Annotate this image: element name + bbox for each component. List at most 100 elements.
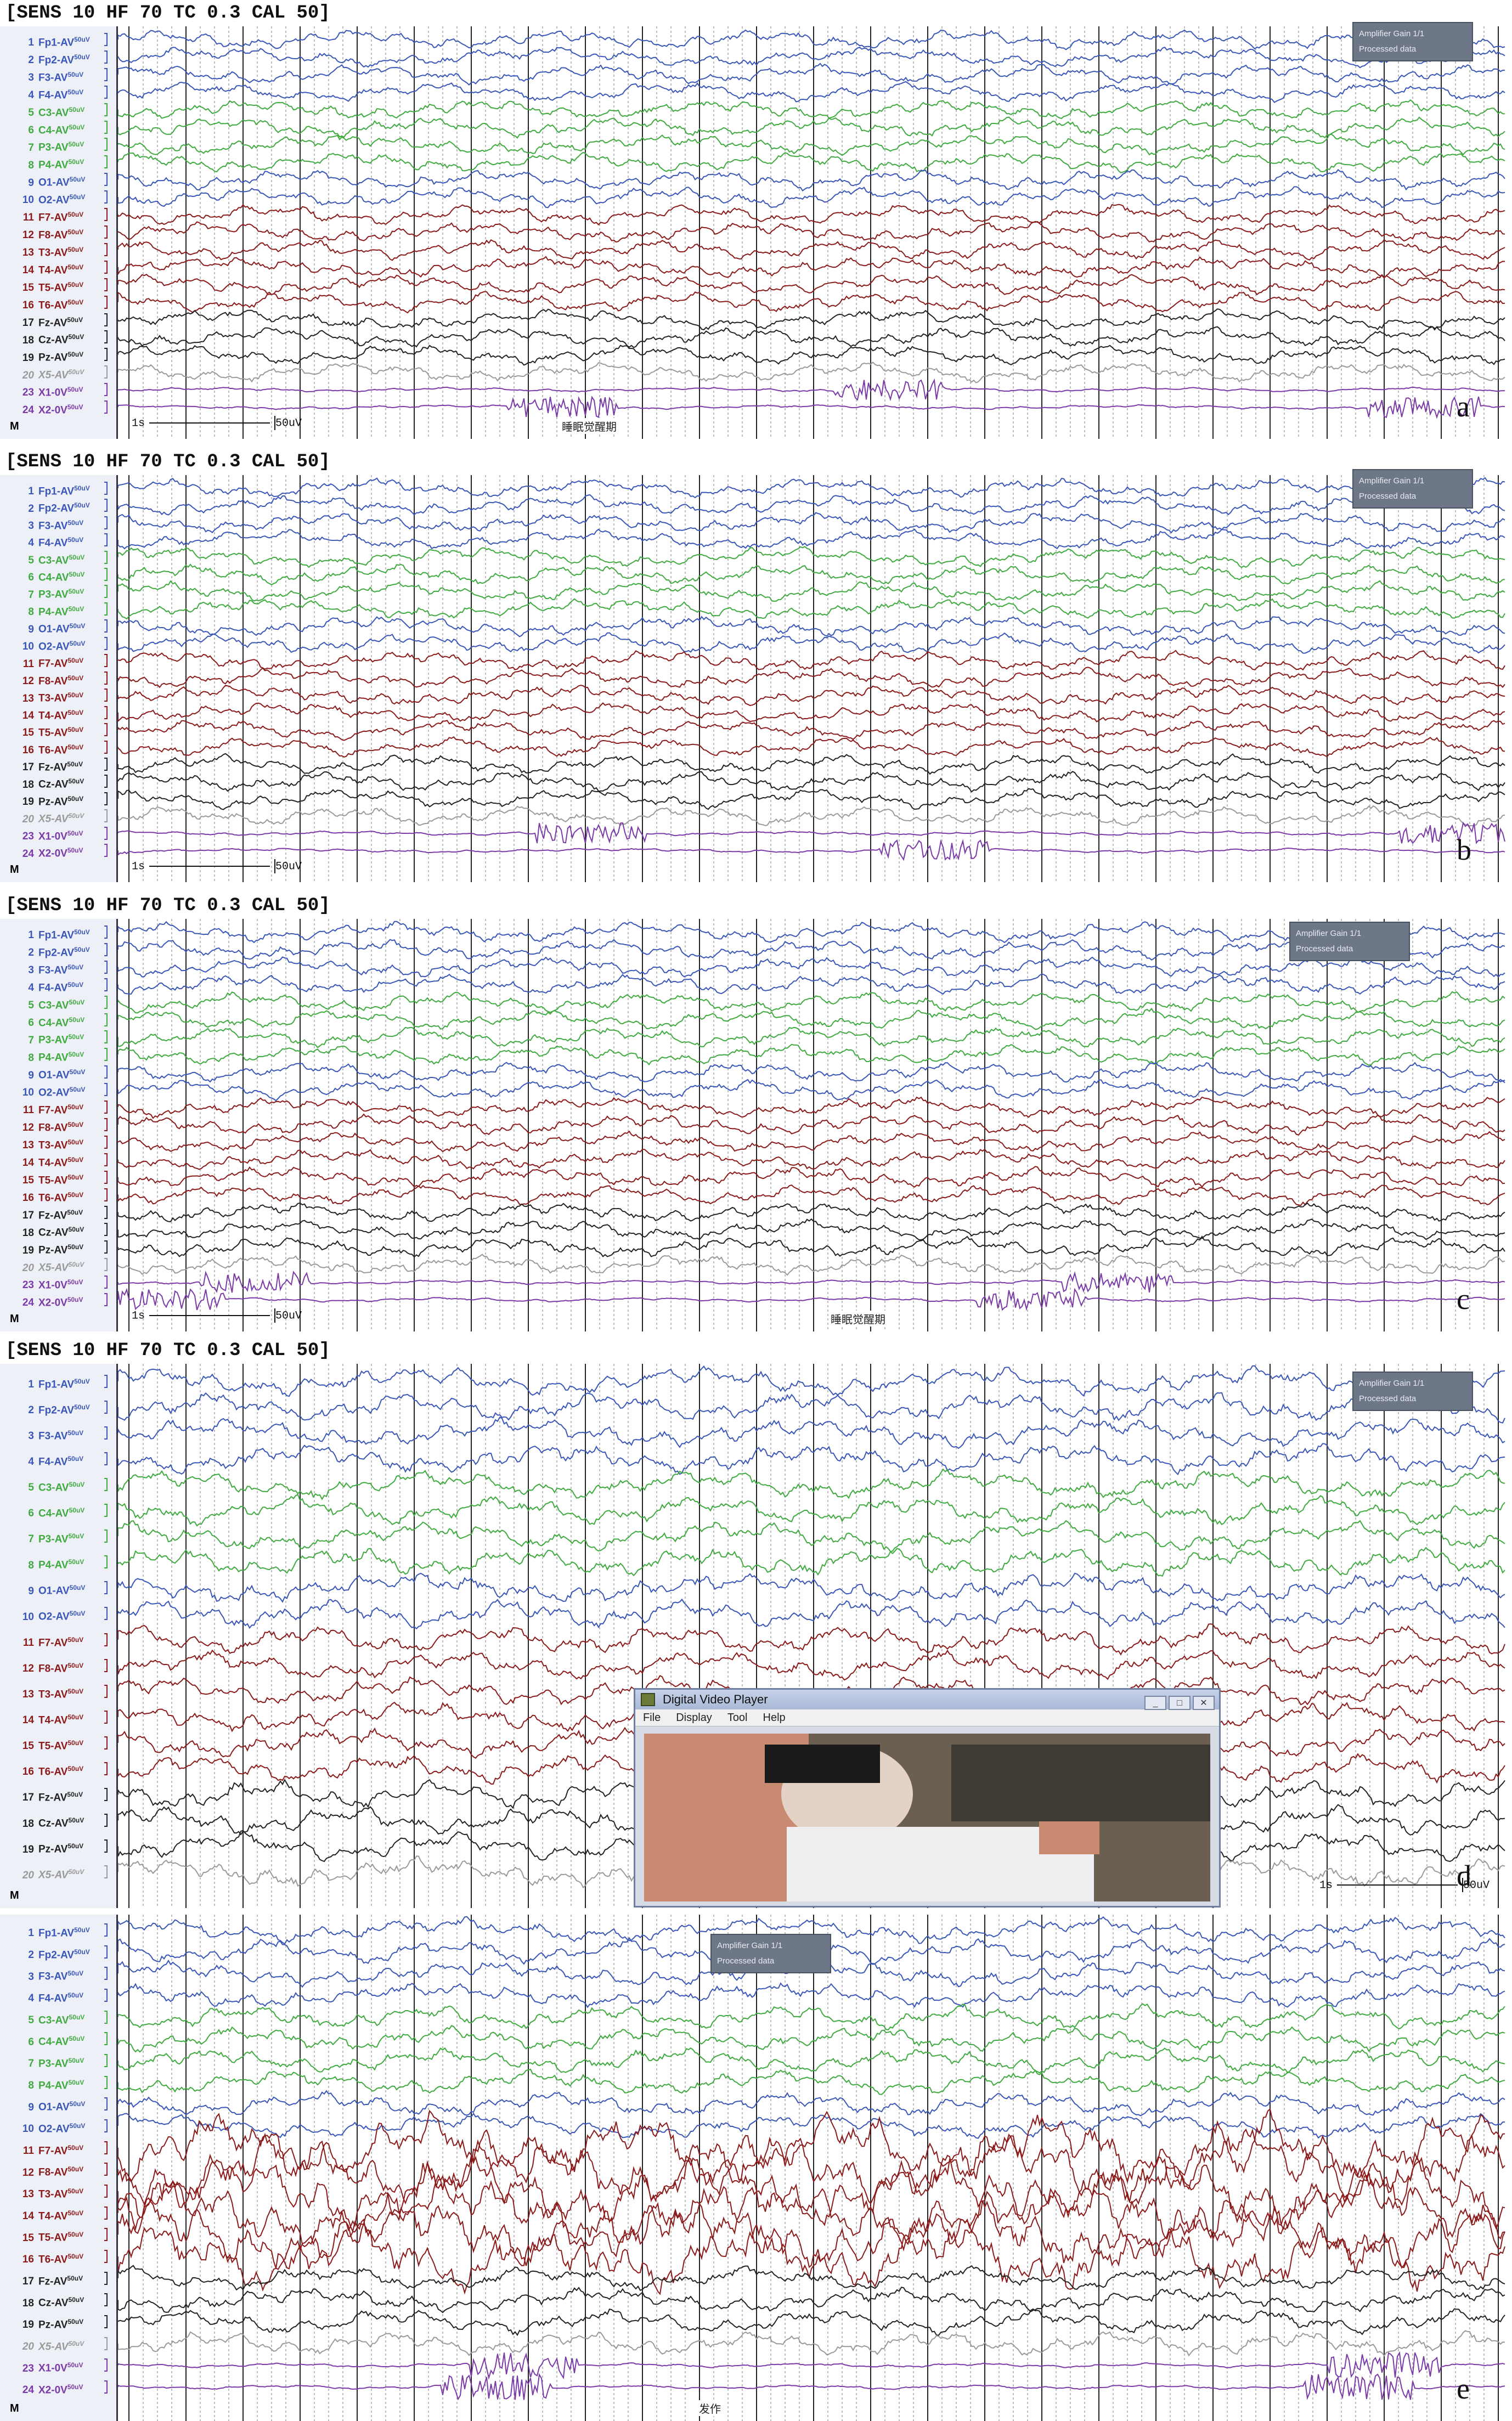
channel-label[interactable]: 20 X5-AV50uV	[0, 2335, 110, 2352]
channel-label[interactable]: 17 Fz-AV50uV	[0, 2270, 110, 2287]
channel-label[interactable]: 11 F7-AV50uV	[0, 206, 110, 223]
channel-label[interactable]: 9 O1-AV50uV	[0, 1579, 110, 1597]
channel-label[interactable]: 13 T3-AV50uV	[0, 1683, 110, 1700]
channel-label[interactable]: 10 O2-AV50uV	[0, 2118, 110, 2135]
channel-label[interactable]: 18 Cz-AV50uV	[0, 773, 110, 791]
channel-label[interactable]: 1 Fp1-AV50uV	[0, 1922, 110, 1939]
channel-label[interactable]: 2 Fp2-AV50uV	[0, 49, 110, 66]
channel-label[interactable]: 6 C4-AV50uV	[0, 1502, 110, 1519]
channel-label[interactable]: 6 C4-AV50uV	[0, 2030, 110, 2048]
channel-label[interactable]: 14 T4-AV50uV	[0, 704, 110, 721]
channel-label[interactable]: 8 P4-AV50uV	[0, 1554, 110, 1571]
channel-label[interactable]: 10 O2-AV50uV	[0, 1081, 110, 1098]
channel-label[interactable]: 9 O1-AV50uV	[0, 171, 110, 189]
channel-label[interactable]: 1 Fp1-AV50uV	[0, 480, 110, 497]
channel-label[interactable]: 16 T6-AV50uV	[0, 1187, 110, 1204]
channel-label[interactable]: 20 X5-AV50uV	[0, 808, 110, 825]
channel-label[interactable]: 3 F3-AV50uV	[0, 959, 110, 976]
channel-label[interactable]: 9 O1-AV50uV	[0, 1064, 110, 1081]
menu-tool[interactable]: Tool	[727, 1712, 748, 1724]
channel-label[interactable]: 23 X1-0V50uV	[0, 381, 110, 398]
channel-label[interactable]: 19 Pz-AV50uV	[0, 346, 110, 364]
channel-label[interactable]: 4 F4-AV50uV	[0, 1451, 110, 1468]
channel-label[interactable]: 13 T3-AV50uV	[0, 687, 110, 704]
eeg-trace-area[interactable]	[118, 26, 1505, 439]
channel-label[interactable]: 2 Fp2-AV50uV	[0, 1399, 110, 1416]
channel-label[interactable]: 14 T4-AV50uV	[0, 1709, 110, 1726]
channel-label[interactable]: 20 X5-AV50uV	[0, 364, 110, 381]
channel-label[interactable]: 18 Cz-AV50uV	[0, 1812, 110, 1830]
channel-label[interactable]: 14 T4-AV50uV	[0, 259, 110, 276]
channel-label[interactable]: 6 C4-AV50uV	[0, 1012, 110, 1029]
channel-label[interactable]: 19 Pz-AV50uV	[0, 1239, 110, 1256]
channel-label[interactable]: 18 Cz-AV50uV	[0, 2292, 110, 2309]
channel-label[interactable]: 5 C3-AV50uV	[0, 101, 110, 118]
channel-label[interactable]: 11 F7-AV50uV	[0, 1099, 110, 1116]
channel-label[interactable]: 8 P4-AV50uV	[0, 601, 110, 618]
channel-label[interactable]: 11 F7-AV50uV	[0, 652, 110, 670]
channel-label[interactable]: 8 P4-AV50uV	[0, 1046, 110, 1064]
channel-label[interactable]: 18 Cz-AV50uV	[0, 1221, 110, 1239]
channel-label[interactable]: 15 T5-AV50uV	[0, 276, 110, 294]
channel-label[interactable]: 23 X1-0V50uV	[0, 2357, 110, 2374]
channel-label[interactable]: 7 P3-AV50uV	[0, 1528, 110, 1545]
channel-label[interactable]: 1 Fp1-AV50uV	[0, 31, 110, 48]
menu-file[interactable]: File	[643, 1712, 661, 1724]
channel-label[interactable]: 24 X2-0V50uV	[0, 842, 110, 860]
eeg-trace-area[interactable]	[118, 919, 1505, 1331]
channel-label[interactable]: 9 O1-AV50uV	[0, 618, 110, 635]
channel-label[interactable]: 15 T5-AV50uV	[0, 721, 110, 738]
channel-label[interactable]: 2 Fp2-AV50uV	[0, 941, 110, 958]
maximize-button[interactable]: □	[1169, 1696, 1191, 1710]
channel-label[interactable]: 1 Fp1-AV50uV	[0, 1373, 110, 1390]
channel-label[interactable]: 12 F8-AV50uV	[0, 1116, 110, 1133]
channel-label[interactable]: 3 F3-AV50uV	[0, 1425, 110, 1442]
channel-label[interactable]: 5 C3-AV50uV	[0, 2009, 110, 2026]
channel-label[interactable]: 8 P4-AV50uV	[0, 154, 110, 171]
channel-label[interactable]: 3 F3-AV50uV	[0, 1965, 110, 1983]
channel-label[interactable]: 4 F4-AV50uV	[0, 532, 110, 549]
channel-label[interactable]: 17 Fz-AV50uV	[0, 1786, 110, 1803]
channel-label[interactable]: 4 F4-AV50uV	[0, 1987, 110, 2004]
channel-label[interactable]: 6 C4-AV50uV	[0, 119, 110, 136]
channel-label[interactable]: 12 F8-AV50uV	[0, 1657, 110, 1674]
channel-label[interactable]: 16 T6-AV50uV	[0, 1760, 110, 1777]
channel-label[interactable]: 17 Fz-AV50uV	[0, 1204, 110, 1221]
channel-label[interactable]: 8 P4-AV50uV	[0, 2074, 110, 2091]
channel-label[interactable]: 12 F8-AV50uV	[0, 224, 110, 241]
eeg-trace-area[interactable]	[118, 475, 1505, 882]
video-player-titlebar[interactable]: Digital Video Player _ □ ✕	[635, 1690, 1219, 1710]
channel-label[interactable]: 15 T5-AV50uV	[0, 2226, 110, 2244]
channel-label[interactable]: 3 F3-AV50uV	[0, 66, 110, 83]
minimize-button[interactable]: _	[1144, 1696, 1166, 1710]
channel-label[interactable]: 4 F4-AV50uV	[0, 977, 110, 994]
channel-label[interactable]: 23 X1-0V50uV	[0, 825, 110, 842]
channel-label[interactable]: 17 Fz-AV50uV	[0, 312, 110, 329]
channel-label[interactable]: 17 Fz-AV50uV	[0, 756, 110, 773]
channel-label[interactable]: 7 P3-AV50uV	[0, 1029, 110, 1046]
channel-label[interactable]: 2 Fp2-AV50uV	[0, 497, 110, 515]
channel-label[interactable]: 18 Cz-AV50uV	[0, 329, 110, 346]
channel-label[interactable]: 11 F7-AV50uV	[0, 1632, 110, 1649]
eeg-trace-area[interactable]	[118, 1915, 1505, 2421]
channel-label[interactable]: 7 P3-AV50uV	[0, 583, 110, 601]
channel-label[interactable]: 9 O1-AV50uV	[0, 2096, 110, 2113]
channel-label[interactable]: 16 T6-AV50uV	[0, 739, 110, 756]
channel-label[interactable]: 11 F7-AV50uV	[0, 2140, 110, 2157]
channel-label[interactable]: 10 O2-AV50uV	[0, 635, 110, 652]
channel-label[interactable]: 10 O2-AV50uV	[0, 1605, 110, 1623]
channel-label[interactable]: 2 Fp2-AV50uV	[0, 1944, 110, 1961]
channel-label[interactable]: 24 X2-0V50uV	[0, 1291, 110, 1308]
channel-label[interactable]: 20 X5-AV50uV	[0, 1864, 110, 1881]
channel-label[interactable]: 1 Fp1-AV50uV	[0, 924, 110, 941]
channel-label[interactable]: 16 T6-AV50uV	[0, 2248, 110, 2265]
channel-label[interactable]: 24 X2-0V50uV	[0, 2379, 110, 2396]
video-player-window[interactable]: Digital Video Player _ □ ✕ File Display Tool He…	[634, 1688, 1221, 1908]
channel-label[interactable]: 14 T4-AV50uV	[0, 1152, 110, 1169]
channel-label[interactable]: 15 T5-AV50uV	[0, 1169, 110, 1186]
channel-label[interactable]: 19 Pz-AV50uV	[0, 1838, 110, 1855]
channel-label[interactable]: 4 F4-AV50uV	[0, 84, 110, 101]
channel-label[interactable]: 24 X2-0V50uV	[0, 399, 110, 416]
channel-label[interactable]: 20 X5-AV50uV	[0, 1256, 110, 1274]
channel-label[interactable]: 14 T4-AV50uV	[0, 2205, 110, 2222]
